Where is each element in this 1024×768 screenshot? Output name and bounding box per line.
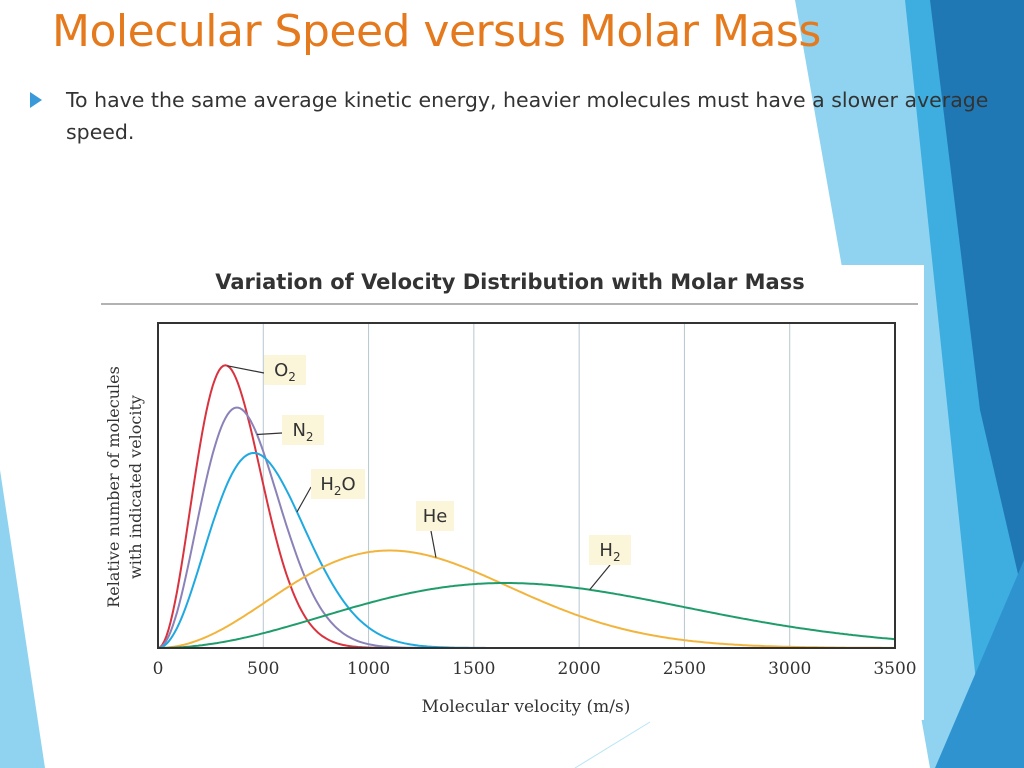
series-name-subscript: 2: [306, 430, 314, 444]
label-box: [589, 535, 631, 565]
x-tick-label: 2500: [663, 659, 706, 679]
series-curves: [157, 364, 896, 649]
series-label-he: He: [416, 501, 454, 558]
bullet-arrow-icon: [30, 92, 42, 108]
series-label-n2: N2: [256, 415, 324, 445]
leader-line: [227, 365, 265, 374]
deco-left-wedge: [0, 470, 45, 768]
series-name: He: [423, 506, 448, 527]
leader-line: [256, 432, 283, 436]
curve-h2o: [157, 452, 895, 649]
slide-title: Molecular Speed versus Molar Mass: [52, 6, 821, 57]
chart-title: Variation of Velocity Distribution with …: [215, 270, 804, 294]
series-name-subscript: 2: [334, 484, 342, 498]
curve-n2: [157, 406, 895, 649]
leader-line: [589, 564, 611, 591]
chart-panel: Variation of Velocity Distribution with …: [96, 265, 924, 720]
deco-thin-line-bottom: [574, 721, 651, 768]
grid-lines: [262, 323, 791, 648]
series-name-main: O: [274, 360, 288, 381]
curve-o2: [157, 364, 895, 649]
deco-thin-line: [807, 0, 856, 266]
x-tick-label: 3000: [768, 659, 811, 679]
x-axis-label: Molecular velocity (m/s): [422, 697, 631, 717]
series-name: H2O: [320, 474, 355, 498]
series-name: N2: [292, 420, 313, 444]
y-axis-label-line1: Relative number of molecules: [104, 366, 123, 608]
label-box: [416, 501, 454, 531]
deco-dark-wedge: [930, 0, 1024, 600]
label-box: [282, 415, 324, 445]
series-name-main: He: [423, 506, 448, 527]
x-tick-label: 500: [247, 659, 279, 679]
curve-h2: [158, 582, 896, 649]
label-box: [264, 355, 306, 385]
series-name: O2: [274, 360, 296, 384]
velocity-distribution-chart: Variation of Velocity Distribution with …: [101, 270, 918, 717]
series-name-main: H: [320, 474, 334, 495]
series-name: H2: [599, 540, 620, 564]
x-tick-label: 1500: [452, 659, 495, 679]
x-tick-label: 1000: [347, 659, 390, 679]
series-name-subscript: 2: [613, 550, 621, 564]
leader-line: [430, 530, 437, 558]
bullet-text: To have the same average kinetic energy,…: [66, 88, 989, 144]
series-name-tail: O: [342, 474, 356, 495]
label-box: [311, 469, 365, 499]
x-tick-label: 0: [153, 659, 164, 679]
series-label-o2: O2: [227, 355, 306, 385]
series-label-h2: H2: [589, 535, 631, 591]
plot-frame: [157, 322, 896, 649]
x-tick-label: 2000: [558, 659, 601, 679]
leader-line: [296, 486, 312, 513]
curve-he: [158, 549, 895, 649]
series-name-subscript: 2: [288, 370, 296, 384]
x-tick-labels: 0 500 1000 1500 2000 2500 3000 3500: [153, 659, 917, 679]
x-tick-label: 3500: [873, 659, 916, 679]
series-label-h2o: H2O: [296, 469, 365, 513]
deco-mid-lower-wedge: [935, 560, 1024, 768]
series-name-main: H: [599, 540, 613, 561]
series-name-main: N: [292, 420, 305, 441]
y-axis-label-line2: with indicated velocity: [126, 395, 145, 579]
